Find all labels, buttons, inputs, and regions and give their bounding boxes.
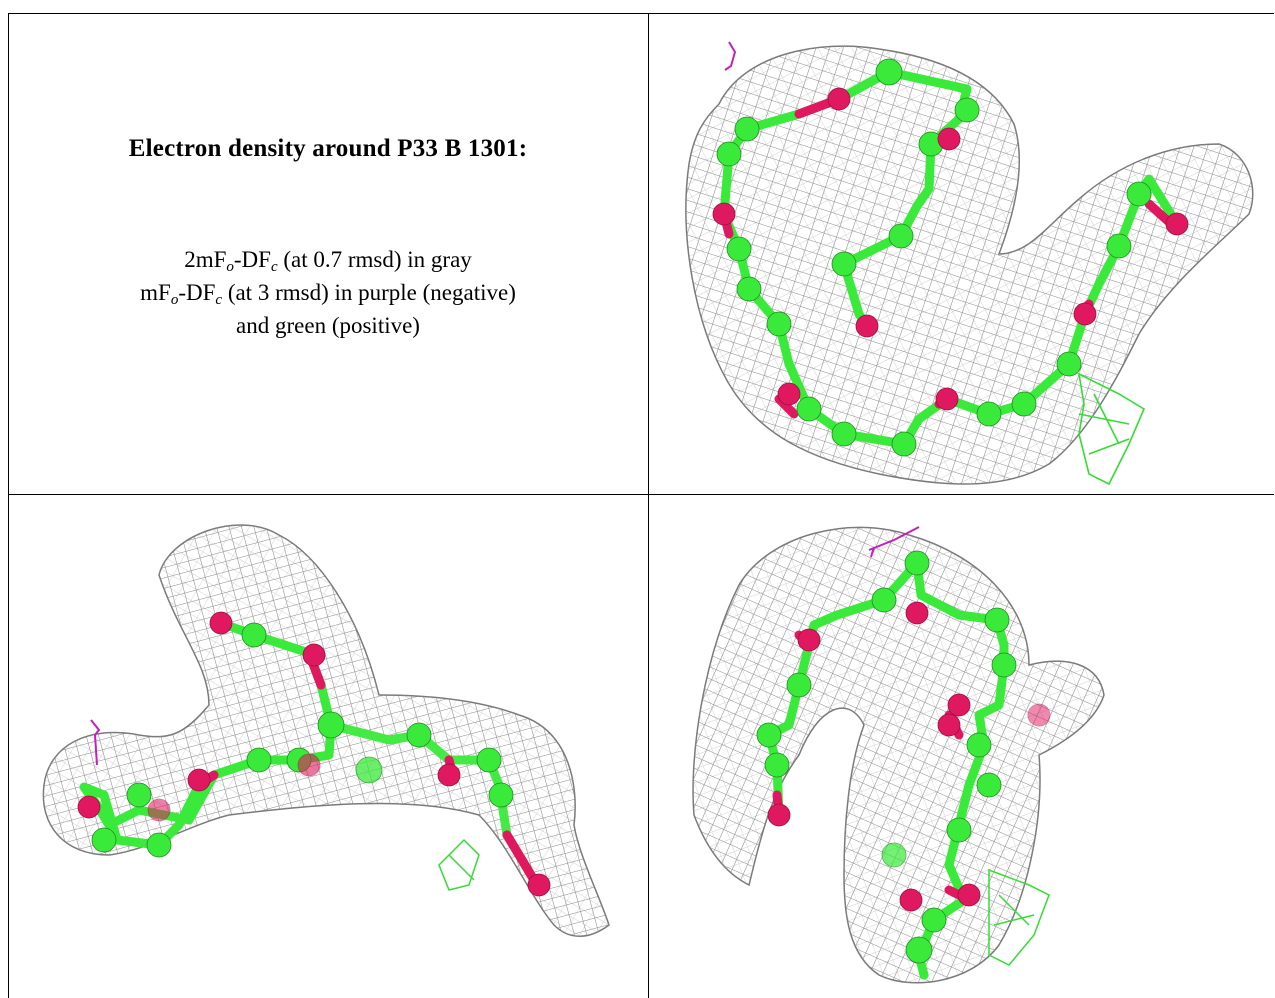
molecule-render-3 bbox=[692, 526, 1105, 984]
caption-title: Electron density around P33 B 1301: bbox=[128, 135, 528, 162]
figure-table: Electron density around P33 B 1301: 2mFo… bbox=[8, 13, 1274, 998]
caption-description: 2mFo-DFc (at 0.7 rmsd) in gray mFo-DFc (… bbox=[8, 243, 648, 342]
caption-line-positive: and green (positive) bbox=[236, 313, 420, 338]
density-panel-bottom-right bbox=[649, 495, 1274, 998]
molecule-render-2 bbox=[42, 524, 610, 937]
border-top bbox=[8, 13, 1274, 14]
caption-line-fofc: mFo-DFc (at 3 rmsd) in purple (negative) bbox=[140, 280, 516, 308]
molecule-render-1 bbox=[685, 41, 1254, 486]
border-middle-vertical bbox=[648, 13, 649, 998]
border-left bbox=[8, 13, 9, 998]
caption-line-2fofc: 2mFo-DFc (at 0.7 rmsd) in gray bbox=[184, 247, 472, 275]
caption-cell: Electron density around P33 B 1301: 2mFo… bbox=[8, 13, 648, 493]
border-middle-horizontal bbox=[8, 494, 1274, 495]
density-panel-top-right bbox=[649, 14, 1274, 494]
density-panel-bottom-left bbox=[9, 495, 648, 998]
